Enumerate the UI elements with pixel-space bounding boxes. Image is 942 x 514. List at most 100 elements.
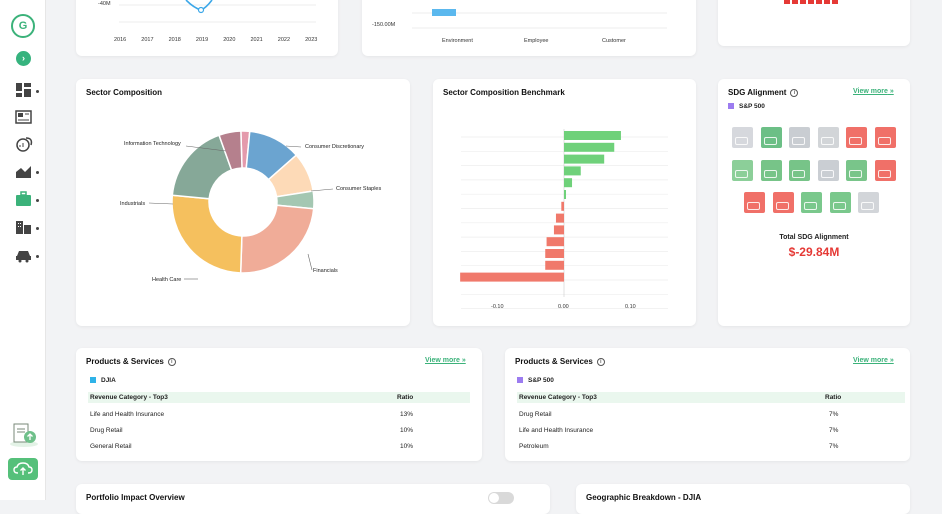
title-text: SDG Alignment	[728, 88, 787, 97]
sdg-goal-icon[interactable]	[846, 159, 867, 181]
x-tick-year: 2020	[223, 37, 236, 43]
row-category: Drug Retail	[519, 411, 552, 418]
x-category-label: Customer	[602, 38, 626, 44]
table-row: General Retail 10%	[88, 441, 470, 451]
sdg-goal-icon[interactable]	[789, 127, 810, 148]
legend-swatch	[517, 377, 523, 383]
view-more-link[interactable]: View more »	[425, 357, 466, 364]
view-more-link[interactable]: View more »	[853, 357, 894, 364]
sdg-alignment-card: SDG Alignment i View more » S&P 500 Total…	[718, 79, 910, 326]
slice-label-cd: Consumer Discretionary	[305, 144, 364, 150]
sdg-goal-icon[interactable]	[874, 159, 896, 181]
benchmark-bar[interactable]	[546, 237, 564, 247]
sdg-goal-icon[interactable]	[789, 159, 810, 181]
x-tick-year: 2021	[250, 37, 263, 43]
app-logo[interactable]: G	[11, 14, 35, 38]
row-ratio: 10%	[400, 427, 414, 434]
sdg-goal-icon[interactable]	[874, 127, 896, 148]
sector-donut-chart	[148, 130, 334, 280]
row-category: Life and Health Insurance	[519, 427, 594, 434]
area-chart-icon[interactable]	[14, 163, 36, 179]
donut-slice[interactable]	[239, 204, 315, 274]
x-tick-label: -0.10	[491, 304, 504, 310]
sdg-goal-icon[interactable]	[801, 192, 822, 213]
sector-benchmark-card: Sector Composition Benchmark -0.10 0.00 …	[433, 79, 696, 326]
donut-slice[interactable]	[171, 194, 243, 274]
buildings-icon[interactable]	[14, 219, 36, 235]
index-legend: DJIA	[90, 377, 116, 384]
newspaper-icon[interactable]	[14, 109, 36, 125]
sdg-goal-icon[interactable]	[858, 192, 879, 213]
slice-label-cs: Consumer Staples	[336, 186, 382, 192]
benchmark-bar[interactable]	[564, 166, 581, 176]
slice-label-it: Information Technology	[124, 141, 181, 147]
dashboard-icon[interactable]	[14, 82, 36, 98]
sdg-goal-icon[interactable]	[760, 159, 782, 181]
leaf-analytics-icon[interactable]	[14, 136, 36, 152]
view-more-link[interactable]: View more »	[853, 88, 894, 95]
table-row: Life and Health Insurance 7%	[517, 425, 905, 435]
expand-dot	[36, 255, 39, 258]
card-title: Products & Services i	[515, 357, 605, 366]
upload-button[interactable]	[8, 458, 38, 480]
table-header: Revenue Category - Top3 Ratio	[517, 392, 905, 403]
benchmark-bar-chart	[460, 129, 668, 309]
benchmark-bar[interactable]	[561, 201, 564, 211]
car-icon[interactable]	[14, 247, 36, 263]
sdg-goal-icon[interactable]	[817, 127, 839, 148]
benchmark-bar[interactable]	[564, 131, 621, 140]
header-category: Revenue Category - Top3	[90, 394, 168, 401]
benchmark-bar[interactable]	[555, 213, 564, 223]
info-icon[interactable]: i	[790, 89, 799, 97]
sdg-goal-icon[interactable]	[846, 127, 867, 148]
sdg-goal-icon[interactable]	[760, 127, 782, 148]
benchmark-bar[interactable]	[564, 154, 605, 164]
x-tick-year: 2019	[195, 37, 209, 43]
benchmark-bar[interactable]	[564, 142, 615, 152]
leader-line	[285, 145, 302, 148]
document-upload-illustration	[10, 423, 38, 447]
y-axis-label: -40M	[98, 1, 111, 7]
sdg-goal-icon[interactable]	[732, 159, 753, 181]
cloud-upload-icon	[13, 462, 33, 475]
donut-slice[interactable]	[218, 130, 243, 171]
info-icon[interactable]: i	[596, 358, 605, 366]
sector-composition-card: Sector Composition Information Technolog…	[76, 79, 410, 326]
benchmark-bar[interactable]	[553, 225, 564, 235]
index-legend: S&P 500	[517, 377, 554, 384]
sdg-goal-icon[interactable]	[817, 159, 839, 181]
view-more-text: View more	[853, 88, 888, 95]
sdg-goal-icon[interactable]	[772, 192, 794, 213]
portfolio-impact-card: Portfolio Impact Overview	[76, 484, 550, 514]
benchmark-bar[interactable]	[460, 272, 564, 282]
leader-line	[148, 202, 174, 205]
table-row: Petroleum 7%	[517, 441, 905, 451]
info-icon[interactable]: i	[167, 358, 176, 366]
sdg-goal-icon[interactable]	[732, 127, 753, 148]
expand-dot	[36, 171, 39, 174]
benchmark-bar[interactable]	[564, 178, 573, 188]
sdg-goal-icon[interactable]	[829, 192, 851, 213]
table-header: Revenue Category - Top3 Ratio	[88, 392, 470, 403]
card-title: Geographic Breakdown - DJIA	[586, 493, 702, 502]
toggle-switch[interactable]	[488, 492, 514, 504]
chevron-right-icon[interactable]: ›	[16, 51, 31, 66]
x-tick-year: 2022	[277, 37, 291, 43]
benchmark-bar[interactable]	[564, 190, 567, 199]
card-title: Portfolio Impact Overview	[86, 493, 185, 502]
leader-line	[310, 188, 334, 192]
expand-dot	[36, 90, 39, 93]
row-ratio: 7%	[829, 411, 839, 418]
header-ratio: Ratio	[397, 394, 414, 401]
table-row: Drug Retail 10%	[88, 425, 470, 435]
briefcase-icon[interactable]	[14, 191, 36, 207]
title-text: Products & Services	[515, 357, 593, 366]
sdg-goal-icon[interactable]	[744, 192, 765, 213]
time-series-card: -40M 2016 2017 2018 2019 2020 2021 2022 2023	[76, 0, 338, 56]
benchmark-bar[interactable]	[545, 249, 564, 258]
slice-label-ind: Industrials	[120, 201, 146, 207]
y-axis-label: -150.00M	[372, 22, 396, 28]
index-legend: S&P 500	[728, 103, 765, 110]
benchmark-bar[interactable]	[545, 260, 564, 270]
row-category: Petroleum	[519, 443, 549, 450]
